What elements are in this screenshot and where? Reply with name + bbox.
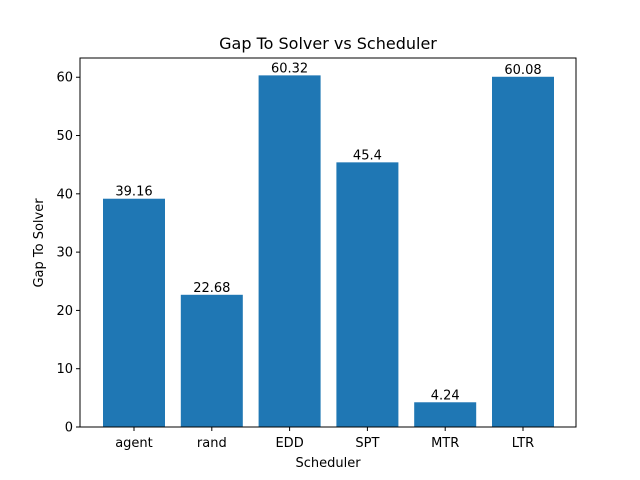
data-label-edd: 60.32 — [271, 61, 308, 76]
y-tick-label-0: 0 — [65, 421, 73, 436]
y-tick-label-40: 40 — [56, 187, 73, 202]
x-tick-label-edd: EDD — [275, 436, 303, 451]
y-tick-label-50: 50 — [56, 129, 73, 144]
y-tick-label-20: 20 — [56, 304, 73, 319]
bar-mtr — [414, 402, 477, 427]
chart-title: Gap To Solver vs Scheduler — [219, 34, 437, 53]
bar-agent — [103, 198, 165, 427]
x-tick-label-spt: SPT — [355, 436, 379, 451]
data-label-ltr: 60.08 — [504, 63, 541, 78]
bar-rand — [180, 294, 243, 427]
x-tick-label-rand: rand — [197, 436, 227, 451]
data-labels-layer: 39.16 22.68 60.32 45.4 4.24 60.08 — [115, 61, 541, 403]
y-axis-ticks: 0 10 20 30 40 50 60 — [56, 71, 80, 436]
data-label-agent: 39.16 — [115, 185, 152, 200]
x-tick-label-mtr: MTR — [431, 436, 459, 451]
y-axis-label: Gap To Solver — [32, 198, 47, 288]
x-tick-label-ltr: LTR — [512, 436, 534, 451]
x-tick-label-agent: agent — [115, 436, 153, 451]
data-label-spt: 45.4 — [353, 148, 382, 163]
data-label-rand: 22.68 — [193, 281, 230, 296]
y-tick-label-10: 10 — [56, 362, 73, 377]
data-label-mtr: 4.24 — [431, 388, 460, 403]
bar-ltr — [492, 76, 554, 428]
bar-spt — [336, 162, 399, 427]
y-tick-label-30: 30 — [56, 246, 73, 261]
x-axis-ticks: agent rand EDD SPT MTR LTR — [115, 427, 534, 451]
plot-frame — [79, 57, 577, 428]
bar-edd — [258, 75, 321, 428]
bars-layer — [103, 75, 554, 428]
y-tick-label-60: 60 — [56, 71, 73, 86]
x-axis-label: Scheduler — [295, 456, 361, 471]
